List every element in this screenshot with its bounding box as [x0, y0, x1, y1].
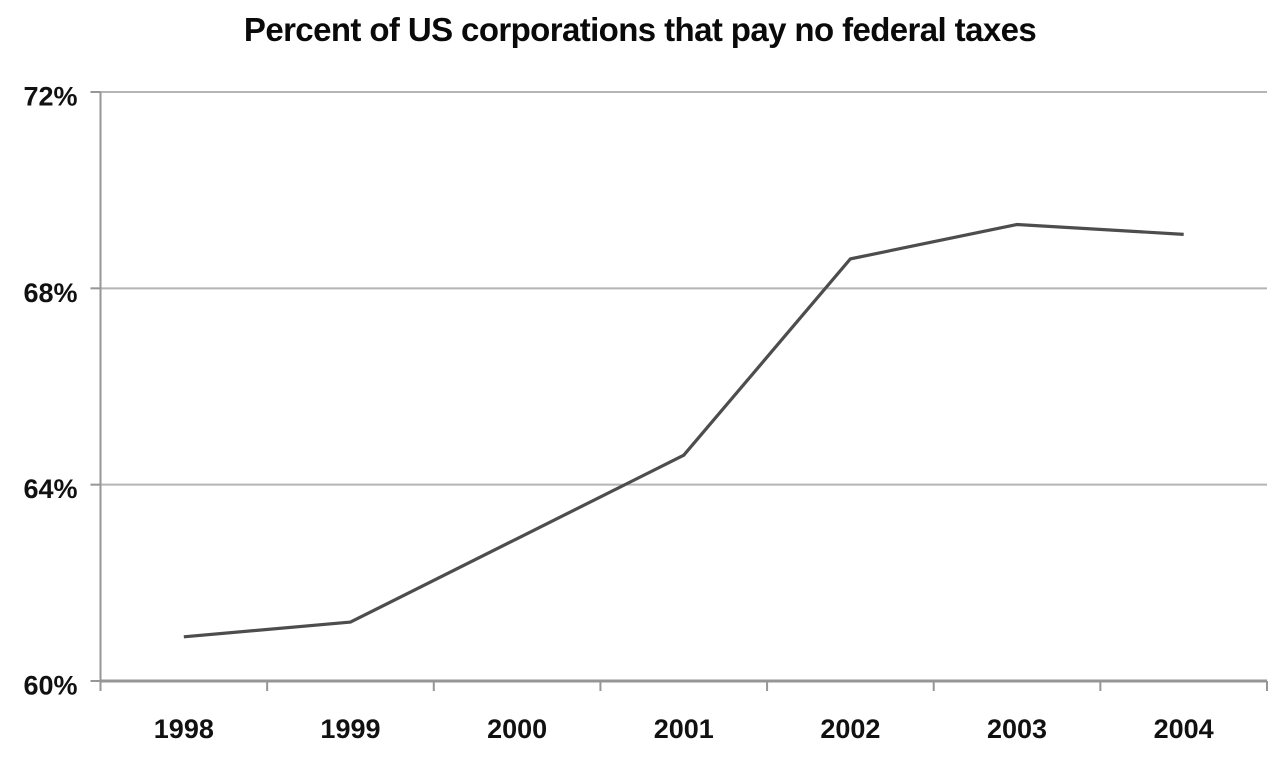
x-tick-label: 2002 — [820, 714, 880, 744]
y-tick-label: 64% — [23, 474, 77, 504]
x-tick-label: 1998 — [154, 714, 214, 744]
x-tick-label: 2001 — [654, 714, 714, 744]
chart-title: Percent of US corporations that pay no f… — [243, 11, 1037, 48]
data-line-series — [183, 222, 1184, 639]
x-tick-label: 1999 — [320, 714, 380, 744]
x-tick-label: 2000 — [487, 714, 547, 744]
y-tick-label: 60% — [23, 671, 77, 701]
x-tick-label: 2004 — [1154, 714, 1214, 744]
y-tick-label: 72% — [23, 82, 77, 112]
y-tick-label: 68% — [23, 278, 77, 308]
x-tick-label: 2003 — [987, 714, 1047, 744]
